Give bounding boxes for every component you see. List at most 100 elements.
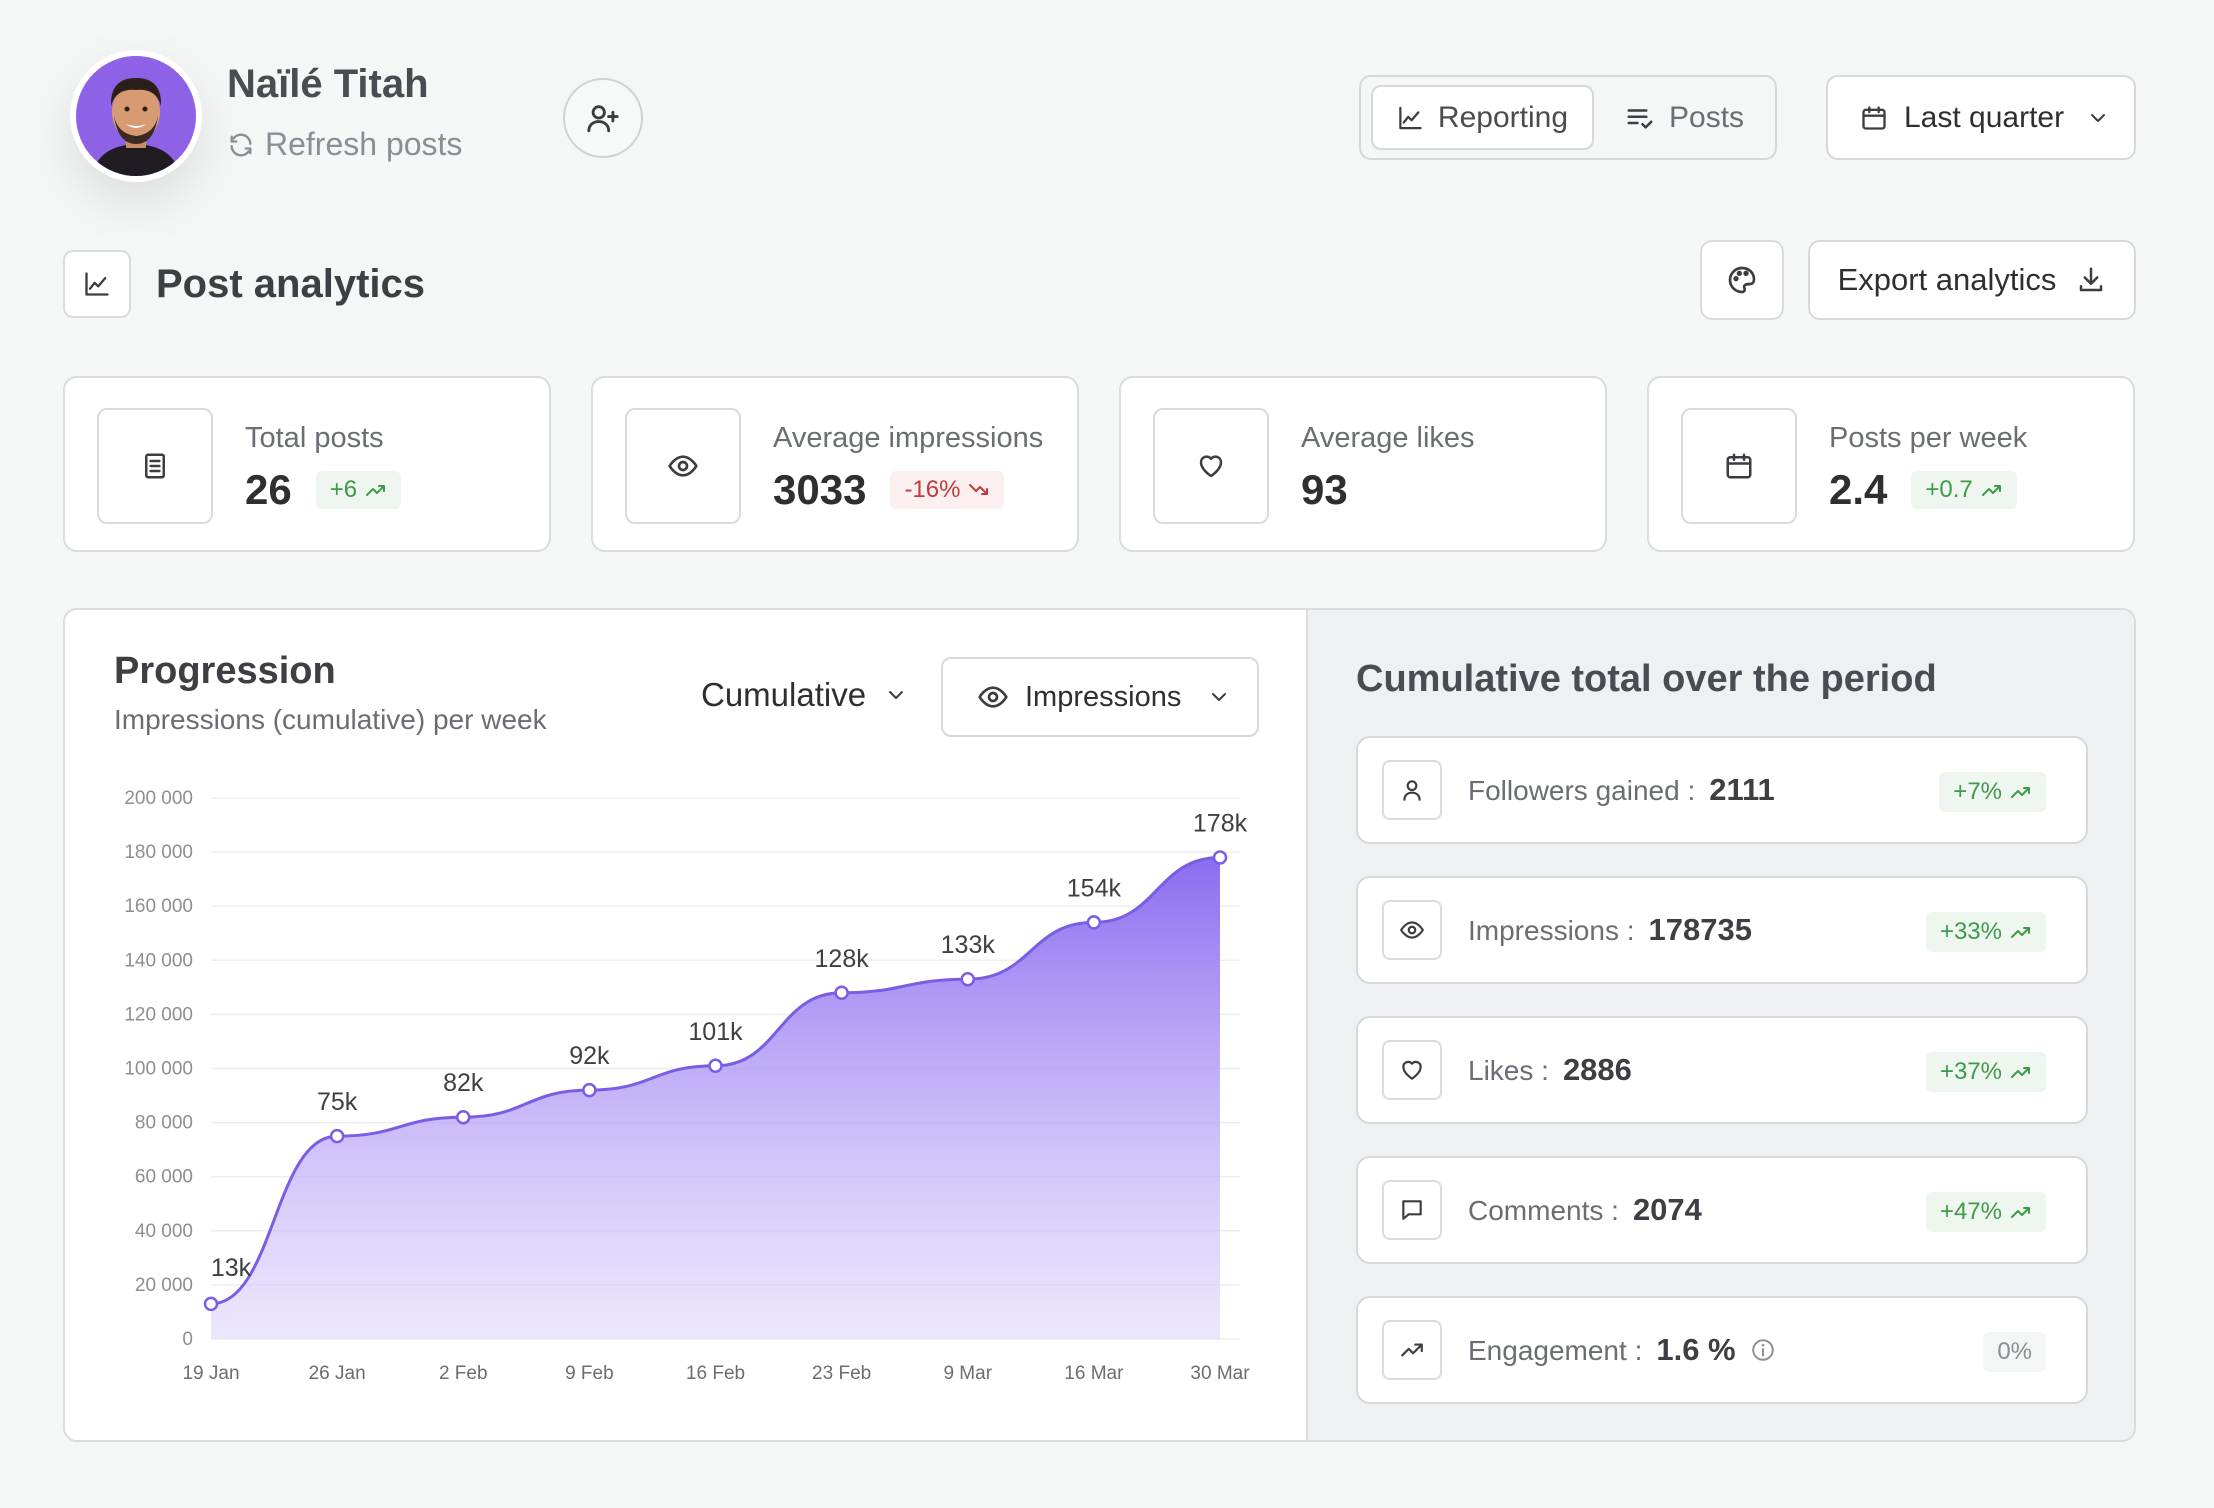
metric-label: Comments : [1468, 1195, 1619, 1226]
progression-chart: 0 20 000 40 000 60 000 80 000 100 000 120 000 1… [124, 788, 1250, 1384]
cumulative-row-impressions: Impressions : 178735 +33% [1356, 876, 2088, 984]
y-tick-label: 60 000 [135, 1167, 193, 1188]
metric-value: 1.6 % [1656, 1332, 1736, 1367]
x-tick-label: 16 Mar [1064, 1363, 1124, 1384]
metric-delta: +47% [1939, 1198, 2002, 1225]
trend-up-icon [1401, 1343, 1423, 1357]
x-tick-label: 26 Jan [309, 1363, 366, 1384]
heart-icon [1402, 1060, 1422, 1080]
avatar[interactable] [70, 50, 202, 182]
refresh-posts-button[interactable]: Refresh posts [227, 126, 462, 163]
user-icon [1403, 780, 1421, 801]
chart-point [834, 985, 849, 1001]
chevron-down-icon [889, 691, 904, 699]
stat-card-average-likes: Average likes 93 [1119, 376, 1607, 552]
list-check-icon [1627, 108, 1653, 129]
chart-point [1212, 850, 1228, 865]
export-analytics-button[interactable]: Export analytics [1808, 240, 2136, 320]
tab-posts[interactable]: Posts [1601, 85, 1771, 150]
progression-panel: Progression Impressions (cumulative) per… [63, 608, 2136, 1442]
cumulative-mode-select[interactable]: Cumulative [701, 676, 908, 714]
stat-label: Average likes [1301, 422, 1475, 454]
metric-delta-badge: +33% [1925, 912, 2046, 952]
metric-delta: +33% [1939, 918, 2002, 945]
stat-card-posts-per-week: Posts per week 2.4 +0.7 [1647, 376, 2135, 552]
y-tick-label: 80 000 [135, 1113, 193, 1134]
stat-icon-box [97, 408, 213, 524]
eye-icon [668, 455, 698, 477]
tab-reporting[interactable]: Reporting [1371, 85, 1594, 150]
metric-delta: +37% [1939, 1058, 2002, 1085]
calendar-icon [1862, 105, 1886, 130]
metric-icon-box [1382, 760, 1442, 820]
user-plus-icon [587, 105, 619, 133]
stat-label: Posts per week [1829, 422, 2028, 454]
calendar-icon [1726, 453, 1752, 479]
stat-delta: +6 [329, 476, 358, 503]
stat-icon-box [1153, 408, 1269, 524]
x-tick-label: 16 Feb [686, 1363, 745, 1384]
metric-value: 2111 [1709, 772, 1775, 807]
tab-reporting-label: Reporting [1437, 100, 1568, 134]
y-tick-label: 140 000 [124, 950, 193, 971]
download-icon [2080, 267, 2103, 292]
y-tick-label: 40 000 [135, 1221, 193, 1242]
data-label: 101k [688, 1018, 743, 1046]
add-user-button[interactable] [563, 78, 643, 158]
data-label: 13k [211, 1254, 252, 1282]
chevron-down-icon [2091, 113, 2106, 122]
metric-label: Likes : [1468, 1055, 1549, 1086]
stat-value: 3033 [773, 466, 867, 513]
chart-point [960, 971, 975, 987]
chevron-down-icon [1212, 693, 1227, 701]
period-select[interactable]: Last quarter [1826, 75, 2136, 160]
stat-value: 93 [1301, 466, 1348, 513]
eye-icon [978, 686, 1008, 708]
x-tick-label: 19 Jan [182, 1363, 239, 1384]
theme-palette-button[interactable] [1700, 240, 1784, 320]
period-select-label: Last quarter [1904, 100, 2065, 134]
y-tick-label: 20 000 [135, 1275, 193, 1296]
export-analytics-label: Export analytics [1837, 262, 2057, 297]
trend-up-icon [1981, 485, 2001, 496]
y-tick-label: 100 000 [124, 1059, 193, 1080]
user-name: Naïlé Titah [227, 62, 429, 106]
stat-delta-badge: -16% [890, 471, 1005, 509]
info-icon[interactable] [1750, 1337, 1776, 1363]
stat-delta-badge: +6 [315, 471, 402, 509]
cumulative-row-followers: Followers gained : 2111 +7% [1356, 736, 2088, 844]
trend-up-icon [2011, 1207, 2030, 1218]
page-title: Post analytics [156, 262, 426, 306]
cumulative-row-engagement: Engagement : 1.6 % 0% [1356, 1296, 2088, 1404]
chart-point [456, 1109, 471, 1125]
data-label: 92k [569, 1042, 610, 1070]
y-tick-label: 180 000 [124, 842, 193, 863]
metric-icon-box [1382, 1320, 1442, 1380]
data-label: 178k [1193, 810, 1248, 838]
stat-icon-box [625, 408, 741, 524]
chart-point [708, 1058, 723, 1074]
line-chart-icon [1399, 106, 1422, 129]
metric-delta-badge: +37% [1925, 1052, 2046, 1092]
progression-title: Progression [114, 650, 336, 692]
chart-point [582, 1082, 597, 1098]
metric-value: 2074 [1632, 1192, 1702, 1227]
metric-icon-box [1382, 900, 1442, 960]
metric-delta: 0% [1997, 1338, 2032, 1365]
cumulative-panel: Cumulative total over the period Followe… [1306, 610, 2134, 1440]
view-switcher: Reporting Posts [1359, 75, 1777, 160]
x-tick-label: 30 Mar [1190, 1363, 1250, 1384]
metric-select[interactable]: Impressions [941, 657, 1259, 737]
metric-icon-box [1382, 1040, 1442, 1100]
document-icon [145, 453, 165, 479]
line-chart-icon [85, 272, 109, 296]
metric-label: Impressions : [1468, 915, 1635, 946]
refresh-posts-label: Refresh posts [265, 126, 463, 162]
data-label: 133k [941, 931, 996, 959]
stat-card-average-impressions: Average impressions 3033 -16% [591, 376, 1079, 552]
x-tick-label: 9 Mar [943, 1363, 992, 1384]
stat-delta-badge: +0.7 [1911, 471, 2017, 509]
data-label: 82k [443, 1069, 484, 1097]
trend-up-icon [2011, 1067, 2030, 1078]
data-label: 128k [815, 945, 870, 973]
